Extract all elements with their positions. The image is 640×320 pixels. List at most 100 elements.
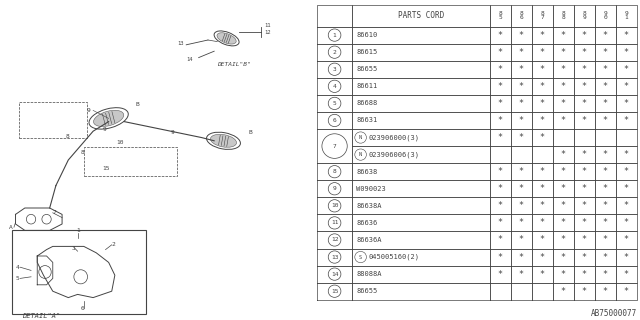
Text: *: *	[498, 99, 502, 108]
Text: *: *	[561, 201, 566, 210]
Text: *: *	[498, 236, 502, 244]
Text: AB75000077: AB75000077	[591, 309, 637, 318]
Text: *: *	[518, 31, 524, 40]
Text: *: *	[498, 270, 502, 279]
Text: 9: 9	[171, 130, 175, 135]
Text: *: *	[561, 150, 566, 159]
Text: 045005160(2): 045005160(2)	[368, 254, 419, 260]
Text: *: *	[561, 167, 566, 176]
Text: *: *	[540, 252, 545, 261]
Text: *: *	[518, 252, 524, 261]
Text: *: *	[582, 236, 587, 244]
Text: 86638A: 86638A	[356, 203, 381, 209]
Text: 86636A: 86636A	[356, 237, 381, 243]
Text: 8: 8	[81, 149, 84, 155]
Text: *: *	[624, 252, 628, 261]
Text: *: *	[540, 116, 545, 125]
Text: *: *	[582, 48, 587, 57]
Text: *: *	[582, 167, 587, 176]
Text: *: *	[582, 201, 587, 210]
Text: *: *	[624, 167, 628, 176]
Text: 8
9: 8 9	[582, 11, 586, 20]
Text: *: *	[624, 236, 628, 244]
Text: *: *	[624, 48, 628, 57]
Text: 5: 5	[333, 101, 337, 106]
Text: *: *	[603, 48, 608, 57]
Text: 12: 12	[264, 29, 270, 35]
Text: 4: 4	[333, 84, 337, 89]
Text: 10: 10	[116, 140, 124, 145]
Text: 4: 4	[15, 265, 19, 270]
Text: 11: 11	[264, 23, 270, 28]
Text: *: *	[498, 31, 502, 40]
Text: *: *	[582, 65, 587, 74]
Text: 7: 7	[333, 144, 337, 148]
Text: *: *	[582, 218, 587, 228]
Text: 9: 9	[87, 108, 91, 113]
Text: *: *	[582, 287, 587, 296]
Text: *: *	[498, 133, 502, 142]
Text: N: N	[359, 135, 362, 140]
Text: 3: 3	[333, 67, 337, 72]
Text: 86688: 86688	[356, 100, 378, 106]
Text: *: *	[582, 184, 587, 193]
Text: 86636: 86636	[356, 220, 378, 226]
Text: *: *	[582, 116, 587, 125]
Text: B: B	[135, 101, 139, 107]
Bar	[84, 147, 177, 176]
Text: 86611: 86611	[356, 83, 378, 89]
Text: *: *	[582, 270, 587, 279]
Text: *: *	[603, 65, 608, 74]
Text: *: *	[624, 270, 628, 279]
Text: *: *	[561, 48, 566, 57]
Text: 5: 5	[15, 276, 19, 281]
Text: 9
0: 9 0	[604, 11, 607, 20]
Text: *: *	[603, 99, 608, 108]
Text: *: *	[561, 184, 566, 193]
Text: *: *	[540, 184, 545, 193]
Text: 6: 6	[81, 307, 84, 311]
Text: 13: 13	[177, 41, 184, 46]
Text: *: *	[624, 31, 628, 40]
Text: *: *	[540, 82, 545, 91]
Text: *: *	[582, 82, 587, 91]
Text: 8: 8	[65, 134, 69, 139]
Text: *: *	[561, 218, 566, 228]
Text: *: *	[603, 252, 608, 261]
Text: *: *	[603, 236, 608, 244]
Text: 2: 2	[333, 50, 337, 55]
Text: *: *	[624, 218, 628, 228]
Text: 86610: 86610	[356, 32, 378, 38]
Ellipse shape	[217, 33, 236, 44]
Text: 86615: 86615	[356, 49, 378, 55]
Text: 86655: 86655	[356, 288, 378, 294]
Ellipse shape	[211, 134, 237, 147]
Text: *: *	[518, 99, 524, 108]
Text: *: *	[624, 82, 628, 91]
Text: *: *	[518, 82, 524, 91]
Text: *: *	[518, 167, 524, 176]
Text: 86638: 86638	[356, 169, 378, 175]
Text: *: *	[561, 65, 566, 74]
Text: *: *	[603, 150, 608, 159]
Text: *: *	[498, 167, 502, 176]
Text: 86655: 86655	[356, 66, 378, 72]
Text: N: N	[359, 152, 362, 157]
Text: 9
1: 9 1	[625, 11, 628, 20]
Text: 8
7: 8 7	[540, 11, 544, 20]
Text: *: *	[624, 287, 628, 296]
Text: *: *	[603, 116, 608, 125]
Text: *: *	[498, 218, 502, 228]
Text: *: *	[624, 116, 628, 125]
Text: *: *	[540, 167, 545, 176]
Text: *: *	[561, 82, 566, 91]
Text: 8: 8	[333, 169, 337, 174]
Text: *: *	[603, 167, 608, 176]
Text: *: *	[561, 31, 566, 40]
Text: *: *	[498, 252, 502, 261]
Text: *: *	[498, 82, 502, 91]
Text: *: *	[540, 65, 545, 74]
Text: *: *	[498, 48, 502, 57]
Text: *: *	[540, 236, 545, 244]
Text: 8
6: 8 6	[519, 11, 523, 20]
